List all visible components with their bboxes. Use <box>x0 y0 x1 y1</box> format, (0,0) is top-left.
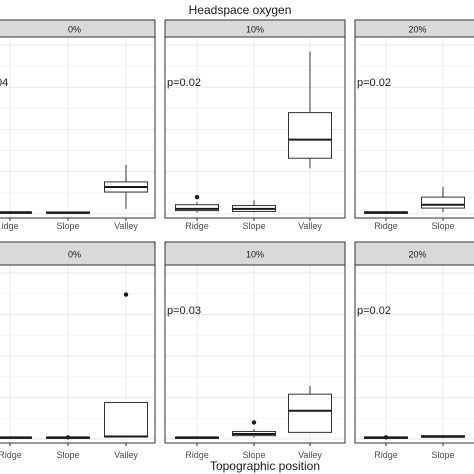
boxes <box>175 385 332 440</box>
facet-panels: 0% 04 idge Slope Valley 10% p=0.02 Ridge Slope Va… <box>0 19 474 460</box>
x-tick-label: Valley <box>114 450 138 460</box>
facet-panel: 10% p=0.03 Ridge Slope Valley <box>164 241 346 460</box>
box <box>104 401 148 438</box>
facet-strip-label: 10% <box>246 250 264 260</box>
facet-panel: 0% 04 idge Slope Valley <box>0 19 156 231</box>
panel-border <box>354 36 474 219</box>
facet-panel: 0% Ridge Slope Valley <box>0 241 156 460</box>
p-value-annotation: p=0.02 <box>357 77 391 89</box>
x-tick-label: Slope <box>242 221 265 231</box>
outlier-point <box>65 435 71 440</box>
panel-border <box>354 264 474 444</box>
x-tick-label: Valley <box>298 221 322 231</box>
boxes <box>175 51 332 213</box>
facet-strip-label: 10% <box>246 25 264 35</box>
facet-panel: 20% p=0.02 Ridge Slope <box>354 19 474 231</box>
x-axis-title: Topographic position <box>210 459 320 473</box>
x-tick-label: Valley <box>114 221 138 231</box>
x-tick-label: Valley <box>298 450 322 460</box>
outlier-point <box>194 194 200 200</box>
facet-panel: 20% p=0.02 Ridge Slope <box>354 241 474 460</box>
outlier-point <box>383 435 389 440</box>
x-tick-label: Ridge <box>185 221 209 231</box>
facet-strip-label: 0% <box>68 25 81 35</box>
boxes <box>364 186 465 214</box>
grid-lines <box>355 265 474 443</box>
x-tick-label: Slope <box>56 450 79 460</box>
boxes <box>0 164 148 214</box>
facet-strip-label: 20% <box>408 250 426 260</box>
chart-title: Headspace oxygen <box>189 3 292 17</box>
panel-background <box>355 265 474 443</box>
p-value-annotation: p=0.03 <box>167 305 201 317</box>
box <box>421 196 465 209</box>
facet-strip-label: 0% <box>68 250 81 260</box>
x-tick-label: Slope <box>431 221 454 231</box>
grid-lines <box>355 37 474 218</box>
p-value-annotation: 04 <box>0 77 8 89</box>
panel-border <box>164 264 346 444</box>
panel-border <box>0 264 156 444</box>
x-tick-label: Slope <box>56 221 79 231</box>
x-tick-label: Slope <box>242 450 265 460</box>
x-tick-label: idge <box>1 221 18 231</box>
facet-panel: 10% p=0.02 Ridge Slope Valley <box>164 19 346 231</box>
panel-background <box>355 37 474 218</box>
panel-border <box>0 36 156 219</box>
box <box>175 204 219 212</box>
outlier-point <box>123 292 129 297</box>
x-tick-label: Ridge <box>374 450 398 460</box>
boxes <box>364 434 465 440</box>
facet-strip-label: 20% <box>408 25 426 35</box>
boxes <box>0 292 148 440</box>
box <box>288 393 332 433</box>
outlier-point <box>251 420 257 425</box>
x-tick-label: Ridge <box>185 450 209 460</box>
p-value-annotation: p=0.02 <box>357 305 391 317</box>
box <box>288 112 332 159</box>
x-tick-label: Slope <box>431 450 454 460</box>
p-value-annotation: p=0.02 <box>167 77 201 89</box>
x-tick-label: Ridge <box>374 221 398 231</box>
x-tick-label: Ridge <box>0 450 22 460</box>
panel-border <box>164 36 346 219</box>
